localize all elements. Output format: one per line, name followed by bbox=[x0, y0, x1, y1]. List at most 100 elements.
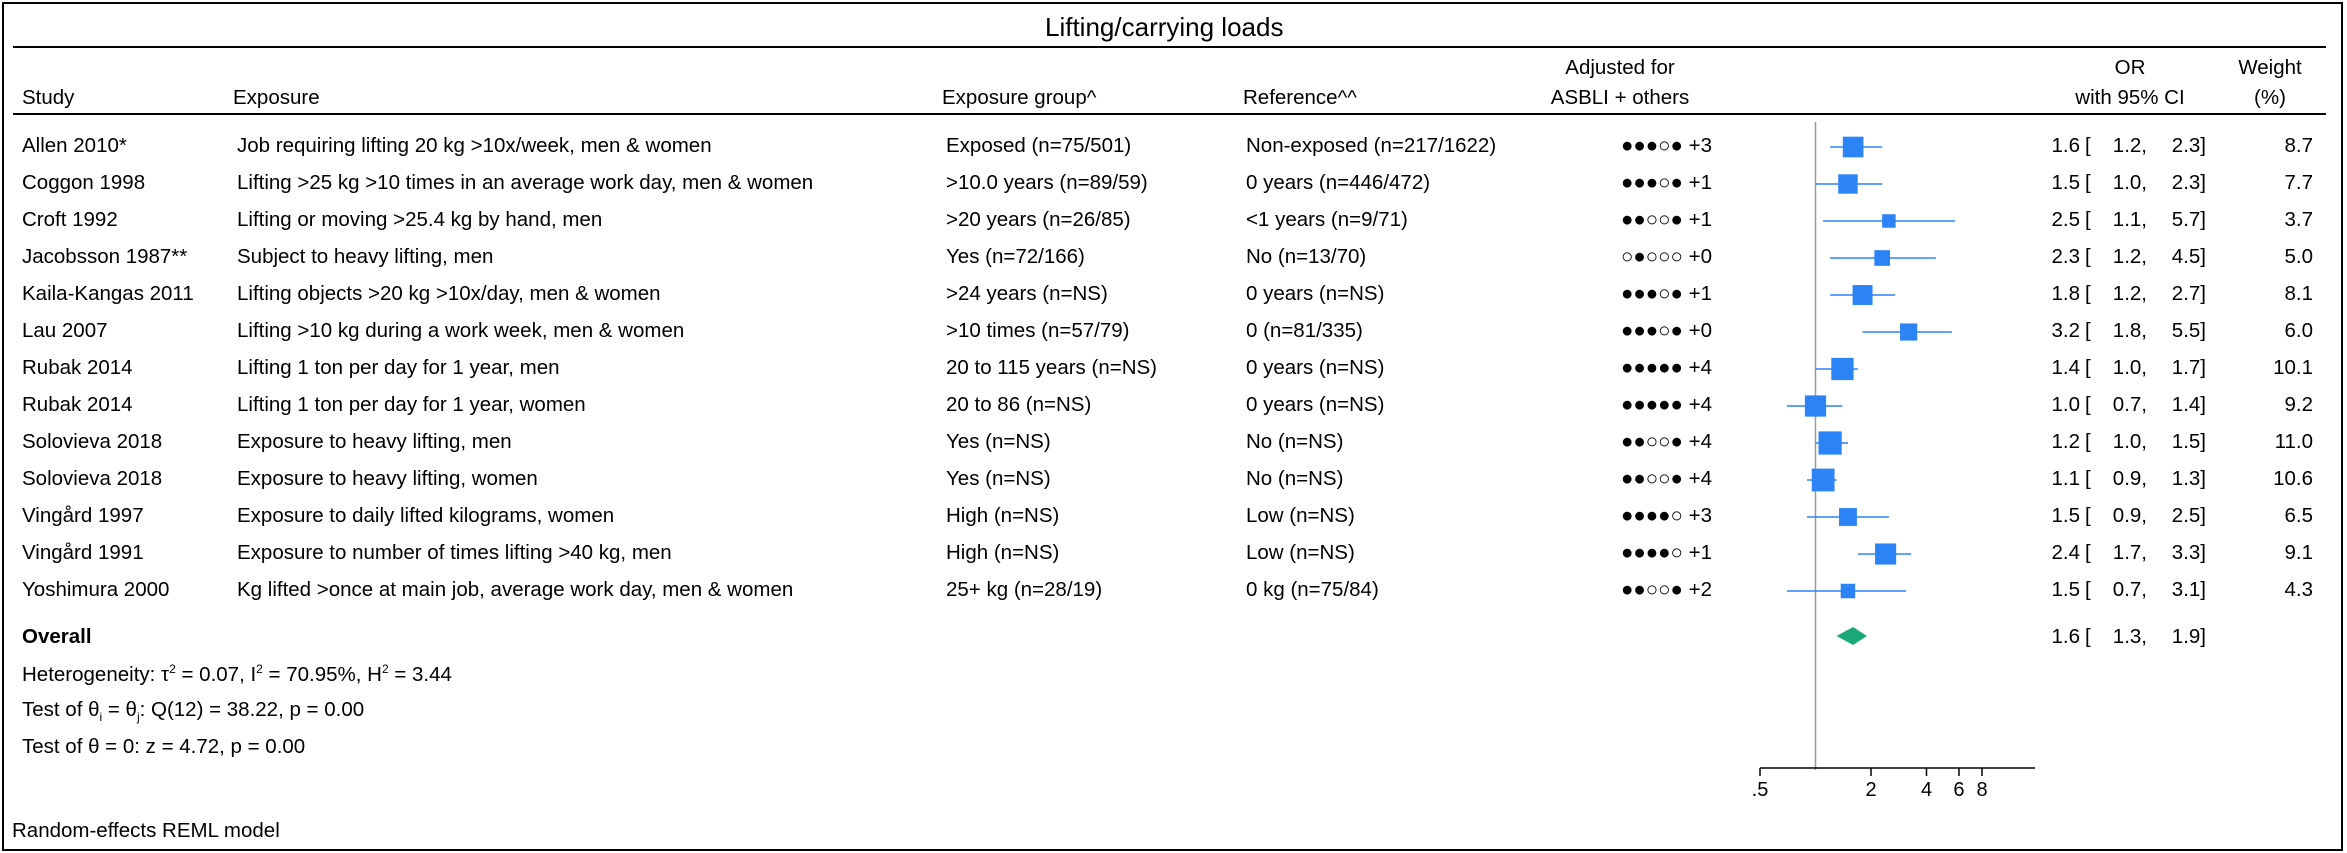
row-ci-hi: 1.3] bbox=[2171, 467, 2206, 490]
row-ci-hi: 2.3] bbox=[2171, 134, 2206, 157]
row-adjusted: ●●○○● +4 bbox=[1621, 467, 1712, 490]
row-reference: Low (n=NS) bbox=[1246, 541, 1355, 564]
row-ci-lo: 1.7, bbox=[2112, 541, 2147, 564]
row-exposure: Lifting or moving >25.4 kg by hand, men bbox=[237, 208, 603, 231]
point-estimate-marker bbox=[1900, 323, 1918, 341]
row-exposure: Lifting >10 kg during a work week, men &… bbox=[237, 319, 685, 342]
row-or: 1.5 bbox=[2051, 504, 2081, 527]
row-ci-lo: 0.9, bbox=[2112, 504, 2147, 527]
row-ci-lo: 1.0, bbox=[2112, 430, 2147, 453]
row-exposure: Exposure to number of times lifting >40 … bbox=[237, 541, 672, 564]
row-exposure-group: >24 years (n=NS) bbox=[946, 282, 1108, 305]
test-theta-i: Test of θi = θj: Q(12) = 38.22, p = 0.00 bbox=[22, 698, 365, 725]
row-reference: Non-exposed (n=217/1622) bbox=[1246, 134, 1497, 157]
row-ci-lo: 1.1, bbox=[2112, 208, 2147, 231]
col-header-adjusted-line2: ASBLI + others bbox=[1550, 86, 1690, 109]
row-weight: 3.7 bbox=[2284, 208, 2314, 231]
col-header-weight-line1: Weight bbox=[2238, 56, 2302, 79]
row-bracket: [ bbox=[2085, 319, 2091, 342]
row-or: 2.4 bbox=[2051, 541, 2081, 564]
row-reference: 0 years (n=NS) bbox=[1246, 282, 1385, 305]
row-study: Vingård 1991 bbox=[22, 541, 144, 564]
row-or: 1.8 bbox=[2051, 282, 2081, 305]
x-axis-tick-label: 2 bbox=[1865, 779, 1876, 801]
row-exposure: Job requiring lifting 20 kg >10x/week, m… bbox=[237, 134, 712, 157]
col-header-or-line2: with 95% CI bbox=[2075, 86, 2185, 109]
row-exposure: Lifting >25 kg >10 times in an average w… bbox=[237, 171, 814, 194]
point-estimate-marker bbox=[1874, 250, 1891, 266]
row-ci-lo: 1.0, bbox=[2112, 356, 2147, 379]
row-or: 3.2 bbox=[2051, 319, 2081, 342]
row-exposure: Kg lifted >once at main job, average wor… bbox=[237, 578, 794, 601]
point-estimate-marker bbox=[1840, 583, 1856, 599]
row-exposure: Exposure to heavy lifting, men bbox=[237, 430, 512, 453]
row-or: 1.0 bbox=[2051, 393, 2081, 416]
point-estimate-marker bbox=[1838, 174, 1858, 194]
row-reference: 0 (n=81/335) bbox=[1246, 319, 1363, 342]
overall-diamond bbox=[1836, 627, 1867, 645]
row-or: 1.6 bbox=[2051, 134, 2081, 157]
row-exposure: Exposure to heavy lifting, women bbox=[237, 467, 538, 490]
row-exposure: Exposure to daily lifted kilograms, wome… bbox=[237, 504, 615, 527]
row-weight: 10.1 bbox=[2273, 356, 2313, 379]
row-or: 1.5 bbox=[2051, 171, 2081, 194]
row-adjusted: ●●●●● +4 bbox=[1621, 393, 1712, 416]
row-bracket: [ bbox=[2085, 282, 2091, 305]
row-bracket: [ bbox=[2085, 208, 2091, 231]
row-bracket: [ bbox=[2085, 393, 2091, 416]
row-ci-hi: 1.5] bbox=[2171, 430, 2206, 453]
row-study: Solovieva 2018 bbox=[22, 430, 163, 453]
row-adjusted: ●●○○● +1 bbox=[1621, 208, 1712, 231]
row-ci-hi: 1.7] bbox=[2171, 356, 2206, 379]
row-reference: <1 years (n=9/71) bbox=[1246, 208, 1408, 231]
row-weight: 10.6 bbox=[2273, 467, 2313, 490]
test-theta-0: Test of θ = 0: z = 4.72, p = 0.00 bbox=[22, 735, 306, 758]
row-bracket: [ bbox=[2085, 245, 2091, 268]
row-exposure-group: 20 to 115 years (n=NS) bbox=[946, 356, 1157, 379]
row-exposure-group: Yes (n=NS) bbox=[946, 430, 1051, 453]
point-estimate-marker bbox=[1852, 285, 1873, 305]
row-adjusted: ●●●●● +4 bbox=[1621, 356, 1712, 379]
model-note: Random-effects REML model bbox=[12, 819, 280, 842]
row-reference: No (n=NS) bbox=[1246, 467, 1344, 490]
row-ci-hi: 4.5] bbox=[2171, 245, 2206, 268]
row-adjusted: ●●●●○ +1 bbox=[1621, 541, 1712, 564]
row-reference: No (n=13/70) bbox=[1246, 245, 1367, 268]
row-exposure-group: >10.0 years (n=89/59) bbox=[946, 171, 1148, 194]
row-study: Rubak 2014 bbox=[22, 393, 133, 416]
point-estimate-marker bbox=[1875, 543, 1897, 565]
row-adjusted: ●●●○● +1 bbox=[1621, 282, 1712, 305]
x-axis-tick-label: 8 bbox=[1976, 779, 1987, 801]
row-adjusted: ●●●○● +3 bbox=[1621, 134, 1712, 157]
row-or: 1.2 bbox=[2051, 430, 2081, 453]
x-axis-tick-label: 6 bbox=[1953, 779, 1964, 801]
row-weight: 8.7 bbox=[2284, 134, 2314, 157]
col-header-exposure: Exposure bbox=[233, 86, 320, 109]
row-study: Solovieva 2018 bbox=[22, 467, 163, 490]
row-reference: 0 kg (n=75/84) bbox=[1246, 578, 1379, 601]
row-bracket: [ bbox=[2085, 578, 2091, 601]
chart-title: Lifting/carrying loads bbox=[1045, 12, 1284, 42]
row-ci-hi: 5.5] bbox=[2171, 319, 2206, 342]
row-ci-hi: 3.1] bbox=[2171, 578, 2206, 601]
col-header-or-line1: OR bbox=[2114, 56, 2146, 79]
row-study: Lau 2007 bbox=[22, 319, 108, 342]
row-ci-hi: 2.3] bbox=[2171, 171, 2206, 194]
overall-or: 1.6 bbox=[2051, 625, 2081, 648]
row-ci-lo: 0.7, bbox=[2112, 578, 2147, 601]
row-ci-lo: 1.8, bbox=[2112, 319, 2147, 342]
row-study: Allen 2010* bbox=[22, 134, 127, 157]
row-adjusted: ●●●○● +1 bbox=[1621, 171, 1712, 194]
x-axis-tick-label: 4 bbox=[1921, 779, 1932, 801]
row-adjusted: ●●○○● +4 bbox=[1621, 430, 1712, 453]
point-estimate-marker bbox=[1842, 136, 1864, 158]
row-weight: 5.0 bbox=[2284, 245, 2314, 268]
header-rule-bottom bbox=[13, 113, 2326, 115]
row-reference: 0 years (n=NS) bbox=[1246, 393, 1385, 416]
point-estimate-marker bbox=[1818, 431, 1842, 455]
overall-lo: 1.3, bbox=[2112, 625, 2147, 648]
row-ci-lo: 1.0, bbox=[2112, 171, 2147, 194]
row-or: 2.3 bbox=[2051, 245, 2081, 268]
col-header-study: Study bbox=[22, 86, 75, 109]
